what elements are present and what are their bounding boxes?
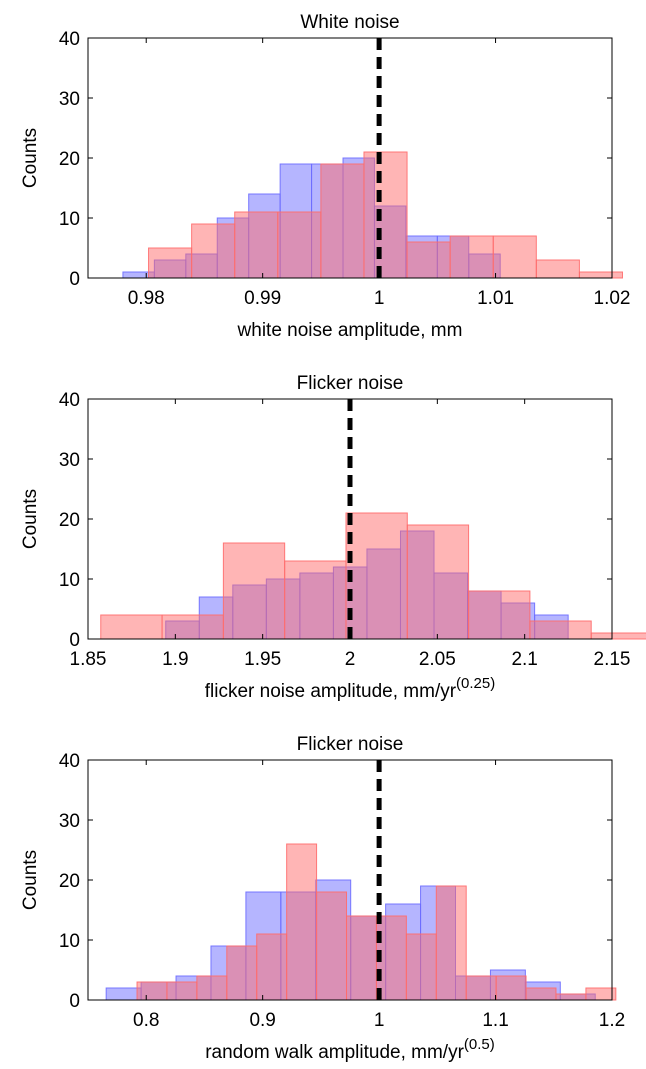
- x-tick-label: 0.98: [128, 288, 165, 309]
- histogram-bar: [529, 620, 592, 640]
- x-tick-label: 1: [374, 1010, 385, 1031]
- x-tick-label: 1.01: [477, 288, 514, 309]
- chart-title: White noise: [300, 12, 399, 33]
- histogram-bar: [555, 993, 587, 1001]
- x-tick-label: 0.9: [249, 1010, 275, 1031]
- histogram-bar: [492, 235, 537, 279]
- histogram-bar: [345, 512, 408, 640]
- histogram-bar: [578, 271, 623, 279]
- histogram-bar: [525, 987, 557, 1001]
- histogram-bar: [363, 151, 408, 279]
- x-tick-label: 2.05: [419, 649, 456, 670]
- histogram-bar: [535, 259, 580, 279]
- y-tick-label: 30: [59, 89, 80, 110]
- histogram-bar: [405, 933, 437, 1001]
- chart-panel-2: 1.85 1.9 1.95 2 2.05 2.1 2.15 0 10 20 30 40 Flicker …: [20, 373, 646, 702]
- histogram-bar: [585, 987, 617, 1001]
- histogram-bar: [465, 975, 497, 1001]
- histogram-bar: [191, 223, 236, 279]
- y-tick-label: 0: [69, 269, 80, 290]
- x-axis-label: flicker noise amplitude, mm/yr(0.25): [205, 675, 495, 702]
- x-axis-label-superscript: (0.5): [464, 1036, 495, 1053]
- histogram-bar: [277, 211, 322, 279]
- histogram-bar: [105, 987, 142, 1001]
- histogram-bar: [256, 933, 288, 1001]
- x-axis-label: white noise amplitude, mm: [237, 320, 463, 341]
- x-tick-label: 2: [345, 649, 356, 670]
- histogram-bar: [148, 247, 193, 279]
- histogram-bar: [100, 614, 163, 640]
- y-axis-label: Counts: [20, 850, 41, 910]
- histogram-bar: [406, 241, 451, 279]
- x-tick-label: 1.02: [594, 288, 631, 309]
- histogram-bar: [166, 981, 198, 1001]
- x-tick-label: 1.2: [599, 1010, 625, 1031]
- y-axis-label: Counts: [20, 489, 41, 549]
- y-tick-label: 10: [59, 570, 80, 591]
- x-axis-label-superscript: (0.25): [456, 675, 495, 692]
- chart-title: Flicker noise: [297, 373, 404, 394]
- histogram-bar: [136, 981, 168, 1001]
- y-axis-label: Counts: [20, 128, 41, 188]
- x-tick-label: 0.8: [133, 1010, 159, 1031]
- x-tick-label: 2.1: [511, 649, 537, 670]
- x-tick-label: 1.1: [482, 1010, 508, 1031]
- chart-panel-3: 0.8 0.9 1 1.1 1.2 0 10 20 30 40 Flicker noise rando…: [20, 734, 625, 1063]
- histogram-series-2: [148, 151, 623, 279]
- x-tick-label: 1.9: [162, 649, 188, 670]
- chart-panel-1: 0.98 0.99 1 1.01 1.02 0 10 20 30 40 White noise whi…: [20, 12, 630, 341]
- histogram-bar: [196, 975, 228, 1001]
- histogram-bar: [435, 885, 467, 1001]
- x-tick-label: 1.85: [70, 649, 107, 670]
- histogram-bar: [346, 915, 377, 1001]
- histogram-bar: [590, 632, 646, 640]
- y-tick-label: 20: [59, 871, 80, 892]
- histogram-series-2: [100, 512, 646, 640]
- histogram-bar: [286, 843, 318, 1001]
- histogram-bar: [406, 524, 470, 640]
- x-axis-label: random walk amplitude, mm/yr(0.5): [205, 1036, 495, 1063]
- histogram-series-2: [136, 843, 617, 1001]
- y-tick-label: 40: [59, 751, 80, 772]
- histogram-bar: [161, 614, 224, 640]
- y-tick-label: 40: [59, 29, 80, 50]
- y-tick-label: 40: [59, 390, 80, 411]
- histogram-bar: [226, 945, 258, 1001]
- y-tick-label: 10: [59, 209, 80, 230]
- y-tick-label: 20: [59, 149, 80, 170]
- histogram-bar: [449, 235, 494, 279]
- histogram-bar: [495, 975, 527, 1001]
- y-tick-label: 20: [59, 510, 80, 531]
- histogram-bar: [316, 891, 348, 1001]
- histogram-bar: [284, 560, 347, 640]
- histogram-bar: [234, 211, 279, 279]
- y-tick-label: 0: [69, 630, 80, 651]
- x-tick-label: 1: [374, 288, 385, 309]
- histogram-bar: [468, 590, 531, 640]
- y-tick-label: 30: [59, 450, 80, 471]
- x-tick-label: 0.99: [244, 288, 281, 309]
- y-tick-label: 30: [59, 811, 80, 832]
- histogram-bar: [222, 542, 286, 640]
- x-tick-label: 2.15: [594, 649, 631, 670]
- y-tick-label: 10: [59, 931, 80, 952]
- y-tick-label: 0: [69, 991, 80, 1012]
- histogram-bar: [320, 163, 365, 279]
- chart-title: Flicker noise: [297, 734, 404, 755]
- x-tick-label: 1.95: [244, 649, 281, 670]
